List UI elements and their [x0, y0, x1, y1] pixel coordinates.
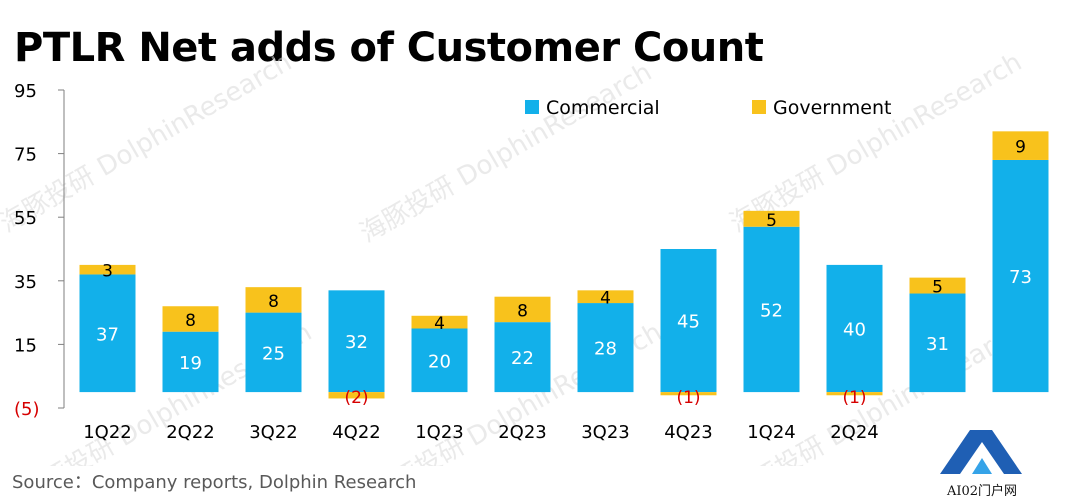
label-commercial-3: 32: [345, 332, 368, 353]
y-tick-label-3: 35: [14, 272, 37, 293]
y-tick-label-2: 55: [14, 208, 37, 229]
bar-government-10: [909, 277, 966, 294]
bar-commercial-4: [411, 328, 468, 393]
bar-government-3: [328, 392, 385, 399]
legend-label-0: Commercial: [546, 97, 660, 119]
x-tick-label-2: 3Q22: [249, 422, 298, 443]
bar-commercial-8: [743, 226, 800, 393]
legend-swatch-1: [752, 100, 766, 114]
site-logo: AI02门户网: [932, 424, 1032, 498]
x-tick-label-7: 4Q23: [664, 422, 713, 443]
legend-swatch-0: [525, 100, 539, 114]
label-government-1: 8: [185, 311, 196, 331]
bar-commercial-1: [162, 331, 219, 393]
bar-government-8: [743, 210, 800, 227]
label-commercial-7: 45: [677, 312, 700, 333]
legend: Commercial Government: [525, 97, 892, 119]
label-commercial-1: 19: [179, 353, 202, 374]
label-government-2: 8: [268, 292, 279, 312]
label-government-7: (1): [676, 388, 700, 408]
bar-commercial-9: [826, 264, 883, 393]
label-commercial-11: 73: [1009, 267, 1032, 288]
label-government-5: 8: [517, 301, 528, 321]
bar-commercial-10: [909, 293, 966, 393]
x-tick-label-0: 1Q22: [83, 422, 132, 443]
bar-commercial-3: [328, 290, 385, 393]
stacked-bar-chart: 海豚投研 DolphinResearch 海豚投研 DolphinResearch…: [0, 47, 1049, 466]
label-commercial-9: 40: [843, 320, 866, 341]
label-government-6: 4: [600, 289, 611, 309]
label-commercial-6: 28: [594, 339, 617, 360]
watermark-text-0: 海豚投研 DolphinResearch: [0, 47, 297, 239]
bar-government-2: [245, 287, 302, 313]
bars-layer: [79, 131, 1049, 399]
x-tick-label-4: 1Q23: [415, 422, 464, 443]
x-axis-ticks: 1Q22 2Q22 3Q22 4Q22 1Q23 2Q23 3Q23 4Q23 1Q24 2Q24: [83, 422, 879, 443]
label-government-0: 3: [102, 262, 113, 282]
legend-label-1: Government: [773, 97, 892, 119]
x-tick-label-6: 3Q23: [581, 422, 630, 443]
bar-commercial-0: [79, 274, 136, 393]
bar-government-6: [577, 290, 634, 304]
logo-text: AI02门户网: [946, 484, 1018, 498]
bar-commercial-6: [577, 303, 634, 393]
label-commercial-8: 52: [760, 300, 783, 321]
y-tick-label-1: 75: [14, 145, 37, 166]
y-tick-label-5: (5): [14, 399, 40, 420]
label-government-4: 4: [434, 314, 445, 334]
bar-government-0: [79, 264, 136, 275]
label-commercial-4: 20: [428, 351, 451, 372]
bar-government-5: [494, 296, 551, 323]
label-government-9: (1): [842, 388, 866, 408]
bar-commercial-5: [494, 322, 551, 393]
y-axis: 95 75 55 35 15 (5): [14, 81, 65, 420]
label-commercial-0: 37: [96, 324, 119, 345]
bar-government-1: [162, 306, 219, 332]
chart-title: PTLR Net adds of Customer Count: [14, 25, 764, 71]
bar-government-11: [992, 131, 1049, 160]
label-commercial-5: 22: [511, 348, 534, 369]
bar-commercial-7: [660, 249, 717, 393]
x-tick-label-3: 4Q22: [332, 422, 381, 443]
logo-mark-icon: [940, 430, 1022, 474]
x-tick-label-9: 2Q24: [830, 422, 879, 443]
x-tick-label-1: 2Q22: [166, 422, 215, 443]
data-labels-layer: 37 3 19 8 25 8 32 (2) 20 4 22 8 28 4 45 (1) 52 5 40 (1) 31 5 7…: [96, 138, 1032, 408]
label-commercial-10: 31: [926, 334, 949, 355]
label-commercial-2: 25: [262, 343, 285, 364]
source-note: Source：Company reports, Dolphin Research: [12, 472, 417, 493]
x-tick-label-5: 2Q23: [498, 422, 547, 443]
label-government-3: (2): [344, 388, 368, 408]
label-government-11: 9: [1015, 138, 1026, 158]
label-government-8: 5: [766, 211, 777, 231]
label-government-10: 5: [932, 278, 943, 298]
y-tick-label-0: 95: [14, 81, 37, 102]
bar-government-9: [826, 392, 883, 396]
bar-government-7: [660, 392, 717, 396]
bar-government-4: [411, 315, 468, 329]
x-tick-label-8: 1Q24: [747, 422, 796, 443]
bar-commercial-11: [992, 159, 1049, 393]
watermark-text-1: 海豚投研 DolphinResearch: [355, 57, 657, 249]
y-tick-label-4: 15: [14, 335, 37, 356]
bar-commercial-2: [245, 312, 302, 393]
